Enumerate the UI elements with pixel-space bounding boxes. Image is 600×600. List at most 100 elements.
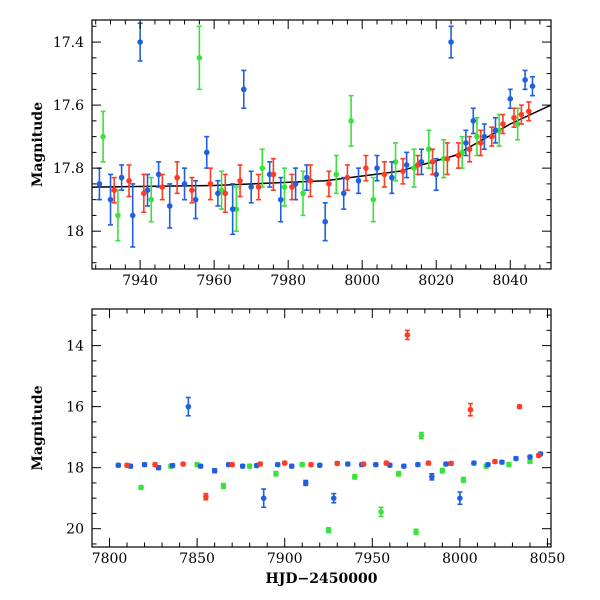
top-blue-point [229,206,236,212]
top-red-point [466,146,473,153]
top-green-point [115,212,121,219]
top-x-tick-label: 7940 [122,273,158,289]
top-green-point [100,133,106,140]
bottom-red-point [229,461,235,468]
top-red-point [477,140,484,146]
top-green-point [426,146,432,153]
bottom-blue-point [485,461,491,468]
bottom-blue-point [499,459,505,465]
top-blue-point [277,196,284,203]
bottom-green-point [413,528,419,535]
bottom-red-point [535,452,542,459]
bottom-blue-point [401,463,407,469]
bottom-plot-frame [91,308,552,548]
top-green-point [148,196,155,203]
bottom-blue-point [443,461,449,467]
bottom-red-point [383,460,390,466]
top-blue-point [215,190,221,197]
bottom-green-point [418,432,425,439]
bottom-red-point [180,461,186,467]
top-blue-point [203,149,210,156]
bottom-blue-point [527,454,533,460]
top-plot-frame [91,19,552,270]
top-red-point [307,177,314,184]
top-blue-point [137,39,143,45]
top-red-point [414,162,421,168]
top-trend-line [92,104,551,188]
top-green-point [218,187,225,194]
top-blue-point [166,203,173,209]
bottom-red-point [448,460,454,467]
bottom-blue-point [471,460,477,466]
bottom-green-point [395,470,402,477]
top-green-point [196,55,203,61]
bottom-blue-point [169,462,176,469]
bottom-green-point [351,474,358,480]
top-blue-point [96,181,103,187]
top-blue-point [418,159,425,165]
bottom-red-point [257,461,263,467]
bottom-red-point [203,493,209,500]
bottom-red-point [404,332,411,338]
top-x-tick-label: 7960 [196,273,232,289]
top-blue-point [240,86,247,93]
top-green-point [411,165,417,171]
top-blue-point [529,83,536,89]
bottom-blue-point [316,462,323,469]
top-blue-point [463,140,469,146]
bottom-x-axis-title: HJD−2450000 [266,571,378,587]
top-red-point [270,171,277,178]
top-blue-point [389,174,395,181]
bottom-green-point [299,461,306,468]
top-red-point [511,114,517,121]
bottom-red-point [492,458,498,465]
bottom-blue-point [288,463,295,469]
bottom-y-axis-title: Magnitude [30,385,46,470]
bottom-green-point [439,467,446,474]
bottom-x-tick-label: 8050 [530,551,566,567]
top-blue-point [492,127,499,134]
top-red-point [363,165,369,171]
bottom-blue-point [239,463,246,469]
top-blue-point [340,190,347,197]
top-green-point [474,133,480,140]
bottom-blue-point [513,455,519,462]
top-red-point [222,190,229,197]
bottom-y-tick-label: 18 [66,461,84,477]
top-red-point [429,159,436,165]
top-blue-point [248,184,254,190]
bottom-blue-point [115,462,122,469]
top-blue-point [481,133,488,140]
bottom-blue-point [429,474,435,480]
bottom-blue-point [185,403,192,410]
top-green-point [300,190,306,197]
top-green-point [259,165,266,171]
bottom-x-tick-label: 8000 [442,551,478,567]
top-blue-point [303,174,310,181]
bottom-panel: 7800 7850 7900 7950 8000 8050 14 16 18 20 Magnitud… [30,308,566,587]
bottom-red-point [124,462,130,469]
bottom-red-point [308,461,314,468]
top-blue-point [292,181,299,187]
top-blue-point [470,118,477,124]
top-blue-point [144,187,151,194]
top-red-point [207,181,214,187]
top-red-point [381,171,388,178]
bottom-blue-point [373,461,379,468]
top-green-point [459,149,465,156]
bottom-blue-point [302,480,309,486]
top-red-point [159,184,166,190]
top-red-point [525,108,532,115]
top-red-point [500,121,506,127]
bottom-blue-point [344,461,351,467]
bottom-blue-point [274,461,281,468]
top-blue-point [507,95,514,102]
bottom-blue-point [415,461,421,468]
top-blue-point [192,196,199,203]
bottom-x-tick-label: 7850 [179,551,215,567]
top-red-point [344,174,351,181]
bottom-blue-point [457,495,463,501]
top-blue-point [522,77,528,83]
bottom-red-point [334,460,341,467]
